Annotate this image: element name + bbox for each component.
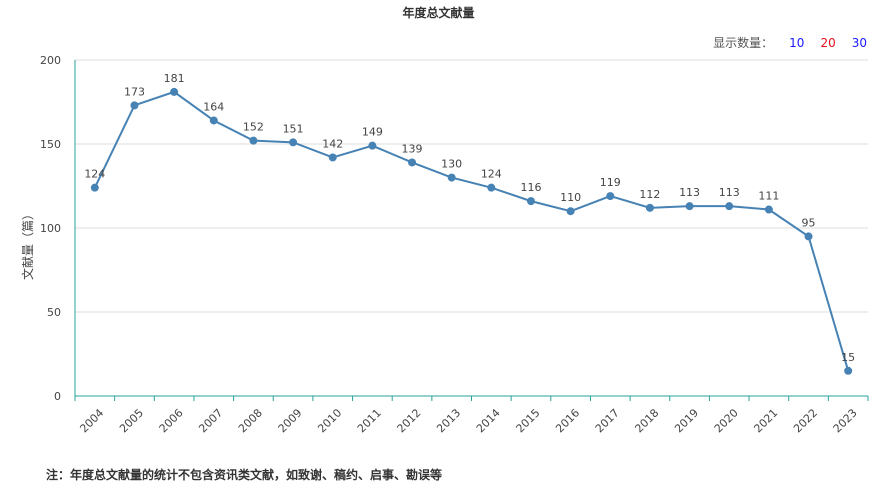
y-axis-label: 文献量（篇） [20, 208, 35, 280]
data-label: 139 [402, 142, 423, 155]
data-point [170, 87, 179, 96]
x-tick-label: 2004 [77, 406, 106, 435]
x-tick-label: 2007 [196, 406, 225, 435]
x-tick-label: 2023 [831, 406, 860, 435]
data-point [764, 205, 773, 214]
grid-lines [75, 59, 868, 313]
x-tick-label: 2022 [791, 406, 820, 435]
x-tick-label: 2018 [632, 406, 661, 435]
x-tick-label: 2010 [315, 406, 344, 435]
x-tick-label: 2006 [157, 406, 186, 435]
data-label: 95 [802, 216, 816, 229]
data-label: 124 [481, 168, 502, 181]
x-tick-label: 2017 [593, 406, 622, 435]
series-line [93, 90, 850, 372]
data-label: 152 [243, 121, 264, 134]
data-label: 112 [639, 188, 660, 201]
y-tick-label: 200 [40, 54, 61, 67]
data-point [685, 202, 694, 211]
data-label: 181 [164, 72, 185, 85]
data-point [447, 173, 456, 182]
data-point [487, 183, 496, 192]
data-point [804, 232, 813, 241]
data-point [209, 116, 218, 125]
data-label: 142 [322, 137, 343, 150]
data-label: 149 [362, 126, 383, 139]
data-label: 151 [283, 122, 304, 135]
data-point [130, 101, 139, 110]
y-tick-label: 100 [40, 222, 61, 235]
data-point [606, 192, 615, 201]
y-tick-label: 150 [40, 138, 61, 151]
data-point [408, 158, 417, 167]
display-count-control: 显示数量： 10 20 30 [713, 34, 867, 51]
data-label: 111 [758, 190, 779, 203]
x-tick-label: 2019 [672, 406, 701, 435]
data-label: 113 [719, 186, 740, 199]
data-label: 130 [441, 158, 462, 171]
data-label: 116 [520, 181, 541, 194]
data-point [289, 138, 298, 147]
data-point [368, 141, 377, 150]
x-tick-label: 2011 [355, 406, 384, 435]
data-label: 110 [560, 191, 581, 204]
x-tick-label: 2014 [474, 406, 503, 435]
x-tick-label: 2013 [434, 406, 463, 435]
footnote: 注：年度总文献量的统计不包含资讯类文献，如致谢、稿约、启事、勘误等 [46, 468, 443, 482]
x-tick-label: 2008 [236, 406, 265, 435]
y-tick-label: 0 [54, 390, 61, 403]
data-point [725, 202, 734, 211]
data-label: 164 [203, 100, 224, 113]
display-count-option-30[interactable]: 30 [851, 35, 867, 50]
display-count-option-10[interactable]: 10 [789, 35, 805, 50]
data-point [526, 197, 535, 206]
x-tick-label: 2016 [553, 406, 582, 435]
data-point [645, 203, 654, 212]
data-point [844, 366, 853, 375]
x-tick-labels: 2004 2005 2006 2007 2008 2009 2010 2011 2012 2013… [74, 396, 869, 435]
data-point [249, 136, 258, 145]
display-count-option-20[interactable]: 20 [820, 35, 836, 50]
data-labels: 124 173 181 164 152 151 142 149 139 130 124 116 110 1… [84, 72, 855, 364]
data-point [566, 207, 575, 216]
data-label: 124 [84, 168, 105, 181]
x-tick-label: 2012 [395, 406, 424, 435]
y-tick-label: 50 [47, 306, 61, 319]
data-point [90, 183, 99, 192]
chart-title: 年度总文献量 [402, 6, 475, 20]
x-tick-label: 2021 [751, 406, 780, 435]
data-label: 173 [124, 85, 145, 98]
data-points [90, 87, 853, 375]
data-point [328, 153, 337, 162]
x-tick-label: 2009 [276, 406, 305, 435]
data-label: 15 [841, 351, 855, 364]
x-tick-label: 2015 [514, 406, 543, 435]
x-tick-label: 2005 [117, 406, 146, 435]
data-label: 113 [679, 186, 700, 199]
display-count-label: 显示数量： [713, 36, 774, 50]
data-label: 119 [600, 176, 621, 189]
y-tick-labels: 0 50 100 150 200 [40, 54, 61, 403]
x-tick-label: 2020 [712, 406, 741, 435]
